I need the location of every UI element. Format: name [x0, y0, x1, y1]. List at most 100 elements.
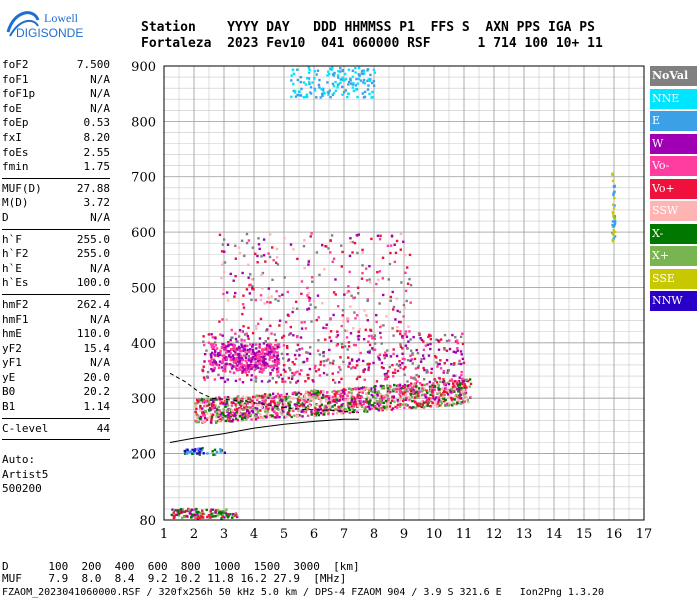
echo-point [272, 349, 276, 352]
echo-point [255, 394, 259, 397]
echo-point [209, 421, 213, 424]
echo-point [196, 514, 200, 518]
echo-point [235, 412, 239, 416]
echo-point [225, 357, 229, 361]
echo-point [342, 404, 345, 407]
echo-point [248, 356, 252, 360]
echo-point [329, 239, 332, 243]
echo-point [275, 368, 279, 371]
echo-point [360, 387, 363, 390]
echo-point [313, 390, 316, 393]
echo-point [437, 404, 441, 407]
echo-point [463, 386, 466, 389]
echo-point [230, 328, 233, 332]
echo-point [237, 345, 241, 349]
echo-point [340, 342, 344, 346]
echo-point [210, 367, 213, 371]
echo-point [437, 339, 440, 342]
echo-point [613, 196, 616, 199]
echo-point [259, 355, 263, 359]
echo-point [271, 400, 275, 403]
echo-point [369, 73, 372, 77]
echo-point [272, 392, 275, 395]
echo-point [412, 389, 415, 392]
echo-point [380, 361, 384, 365]
echo-point [223, 357, 226, 360]
echo-point [278, 324, 281, 327]
echo-point [417, 375, 421, 378]
echo-point [405, 396, 409, 400]
echo-point [238, 378, 241, 381]
echo-point [283, 237, 286, 240]
echo-point [363, 95, 367, 99]
echo-point [336, 74, 340, 77]
echo-point [308, 403, 312, 406]
echo-point [368, 389, 371, 392]
echo-point [454, 351, 458, 354]
echo-point [306, 359, 309, 362]
echo-point [427, 398, 430, 401]
echo-point [401, 392, 405, 396]
echo-point [444, 390, 447, 394]
echo-point [347, 68, 351, 72]
echo-point [259, 416, 263, 420]
x-tick-label: 15 [576, 527, 593, 542]
echo-point [376, 407, 379, 411]
echo-point [293, 391, 296, 394]
echo-point [271, 278, 274, 282]
echo-point [440, 387, 444, 391]
echo-point [232, 401, 235, 404]
echo-point [378, 302, 381, 305]
echo-point [408, 406, 412, 409]
echo-point [612, 212, 615, 215]
echo-point [175, 513, 179, 516]
echo-point [388, 384, 392, 388]
echo-point [225, 351, 228, 354]
echo-point [342, 319, 345, 323]
echo-point [362, 337, 366, 341]
echo-point [241, 402, 244, 405]
echo-point [355, 377, 359, 381]
echo-point [289, 368, 292, 372]
echo-point [261, 396, 265, 399]
echo-point [374, 396, 377, 400]
echo-point [351, 86, 355, 89]
echo-point [359, 400, 362, 403]
echo-point [237, 398, 241, 402]
echo-point [276, 374, 279, 377]
echo-point [342, 388, 345, 391]
echo-point [191, 448, 194, 452]
echo-point [241, 312, 244, 316]
echo-point [377, 278, 380, 281]
echo-point [251, 397, 255, 400]
echo-point [209, 343, 213, 346]
param-name: h`Es [2, 276, 29, 290]
echo-point [214, 337, 217, 340]
echo-point [428, 385, 432, 388]
echo-point [185, 450, 188, 454]
echo-point [386, 387, 390, 390]
echo-point [232, 343, 236, 347]
echo-point [205, 418, 209, 422]
echo-point [409, 394, 413, 398]
echo-point [203, 343, 206, 347]
echo-point [268, 255, 272, 259]
param-row: h`F 255.0 [2, 233, 110, 248]
echo-point [392, 375, 395, 378]
echo-point [395, 239, 399, 243]
echo-point [296, 379, 300, 383]
echo-point [354, 399, 358, 403]
echo-point [297, 399, 300, 402]
echo-point [174, 509, 177, 512]
echo-point [307, 77, 311, 80]
echo-point [404, 271, 407, 275]
echo-point [258, 356, 261, 359]
echo-point [439, 404, 442, 407]
echo-point [221, 354, 225, 358]
echo-point [365, 400, 368, 404]
echo-point [226, 404, 230, 407]
echo-point [391, 290, 394, 294]
echo-point [401, 352, 404, 356]
echo-point [356, 286, 360, 289]
echo-point [378, 395, 381, 399]
